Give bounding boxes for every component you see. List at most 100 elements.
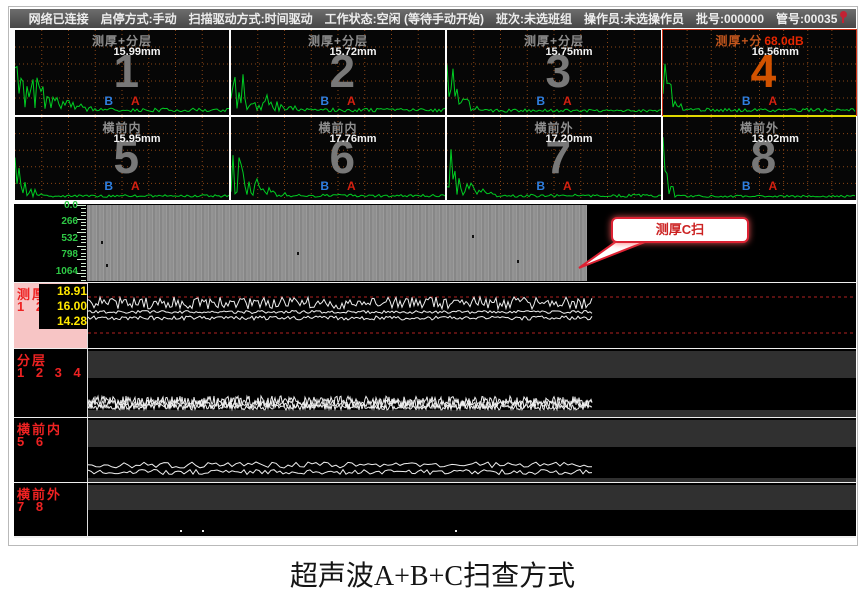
cscan-tick — [77, 259, 86, 261]
thickness-readout: 17.20mm — [545, 133, 593, 145]
cscan-tick — [81, 242, 86, 244]
status-item: 班次:未选班组 — [495, 12, 572, 26]
ascan-panel-1[interactable]: 测厚+分层 15.99mm 1 B A — [15, 30, 229, 115]
cscan-tick — [81, 276, 86, 278]
strip-label-box[interactable]: 分层 1 2 3 4 — [14, 349, 87, 417]
panel-number: 1 — [113, 44, 140, 97]
status-item: 操作员:未选操作员 — [583, 12, 684, 26]
strip-gray-band — [88, 410, 856, 417]
strip-title: 横前内 — [17, 422, 63, 437]
strip-indication-dot — [202, 530, 204, 532]
thickness-readout: 15.99mm — [113, 46, 161, 58]
cscan-tick — [77, 245, 86, 247]
ascan-panel-6[interactable]: 横前内 17.76mm 6 B A — [231, 117, 445, 200]
panel-title: 测厚+分 68.0dB — [663, 32, 856, 49]
panel-title-text: 测厚+分层 — [91, 34, 152, 48]
defect-speck — [101, 241, 103, 244]
caption: 超声波A+B+C扫查方式 — [289, 561, 576, 592]
cscan-tick — [77, 232, 86, 234]
ascan-panel-7[interactable]: 横前外 17.20mm 7 B A — [447, 117, 661, 200]
gate-a-icon: A — [347, 179, 356, 193]
strip-plot — [87, 283, 856, 348]
cscan-tick — [81, 239, 86, 240]
cscan-tick — [81, 222, 86, 223]
status-item: 网络已连接 — [28, 12, 89, 26]
panel-title-text: 横前外 — [534, 121, 574, 135]
thickness-readout: 15.72mm — [329, 46, 377, 58]
panel-title: 横前内 — [15, 119, 229, 136]
cscan-tick — [81, 262, 86, 264]
panel-grid-and-waveform — [15, 117, 229, 200]
strip-label-box[interactable]: 横前内 5 6 — [14, 418, 87, 482]
status-titlebar: 网络已连接 启停方式:手动 扫描驱动方式:时间驱动 工作状态:空闲 (等待手动开始) 班… — [10, 9, 856, 28]
gate-b-icon: B — [536, 179, 545, 193]
panel-title: 测厚+分层 — [15, 32, 229, 49]
strip-label-box[interactable]: 横前外 7 8 — [14, 483, 87, 536]
panel-grid-and-waveform — [663, 30, 856, 115]
strip-indication-dot — [180, 530, 182, 532]
panel-grid-and-waveform — [231, 117, 445, 200]
gate-a-icon: A — [347, 94, 356, 108]
bscan-strip-3: 横前内 5 6 — [14, 417, 856, 482]
panel-grid-and-waveform — [663, 117, 856, 200]
panel-title-text: 测厚+分 — [715, 34, 763, 48]
cscan-axis-label: 266 — [61, 216, 78, 228]
strip-value: 18.91 — [56, 284, 87, 298]
strip-title: 分层 — [17, 353, 48, 368]
cscan-axis-label: 532 — [61, 232, 78, 244]
defect-speck — [106, 264, 108, 267]
thickness-readout: 16.56mm — [751, 46, 799, 58]
bscan-trace — [88, 483, 856, 536]
strip-title: 横前外 — [17, 487, 63, 502]
cscan-image[interactable] — [87, 205, 587, 281]
cscan-tick — [77, 218, 86, 220]
strip-gray-band — [88, 420, 856, 447]
gate-b-icon: B — [104, 179, 113, 193]
panel-title-text: 横前外 — [739, 121, 779, 135]
strip-value: 16.00 — [56, 299, 87, 313]
ascan-panel-8[interactable]: 横前外 13.02mm 8 B A — [663, 117, 856, 200]
ascan-panel-3[interactable]: 测厚+分层 15.75mm 3 B A — [447, 30, 661, 115]
cscan-row: 测厚C扫 0.0 266 532 798 1064 — [14, 200, 856, 282]
panel-number: 3 — [545, 44, 572, 97]
panel-title: 横前内 — [231, 119, 445, 136]
status-pin-icon[interactable] — [840, 11, 847, 23]
cscan-tick — [81, 269, 86, 271]
gate-b-icon: B — [320, 179, 329, 193]
ascan-panel-5[interactable]: 横前内 15.95mm 5 B A — [15, 117, 229, 200]
cscan-tick — [81, 228, 86, 230]
gate-b-icon: B — [536, 94, 545, 108]
status-item: 批号:000000 — [695, 12, 764, 26]
panel-title: 横前外 — [663, 119, 856, 136]
bottom-border-line — [14, 536, 856, 538]
bscan-strip-2: 分层 1 2 3 4 — [14, 348, 856, 417]
ascan-panel-2[interactable]: 测厚+分层 15.72mm 2 B A — [231, 30, 445, 115]
status-item: 启停方式:手动 — [100, 12, 177, 26]
strip-indication-dot — [455, 530, 457, 532]
status-item: 管号:00035 — [776, 12, 838, 26]
strip-plot — [87, 418, 856, 482]
strip-values-box: 18.91 16.00 14.28 — [39, 284, 87, 329]
strip-plot — [87, 483, 856, 536]
thickness-readout: 13.02mm — [751, 133, 799, 145]
cscan-axis-label: 1064 — [55, 265, 78, 277]
cscan-callout: 测厚C扫 — [611, 217, 749, 243]
strip-title: 测厚 — [17, 287, 48, 302]
cscan-tick — [81, 235, 86, 237]
cscan-tick — [81, 208, 86, 210]
cscan-tick — [81, 249, 86, 251]
panel-title-text: 测厚+分层 — [523, 34, 584, 48]
panel-title-text: 横前内 — [102, 121, 142, 135]
cscan-tick — [81, 215, 86, 217]
ascan-panel-4[interactable]: 测厚+分 68.0dB 16.56mm 4 B A — [662, 29, 857, 116]
gate-a-icon: A — [768, 179, 778, 193]
gate-b-icon: B — [104, 94, 113, 108]
defect-speck — [472, 235, 474, 238]
status-item: 扫描驱动方式:时间驱动 — [188, 12, 313, 26]
